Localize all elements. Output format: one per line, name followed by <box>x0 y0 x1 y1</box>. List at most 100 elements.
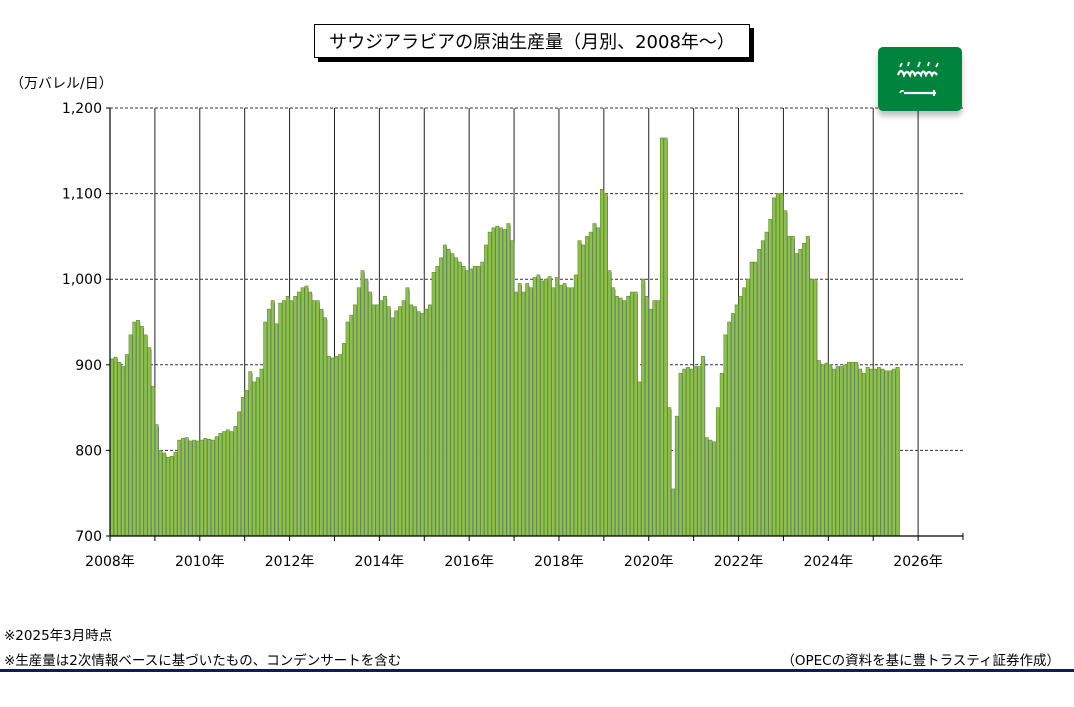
bar <box>192 439 197 537</box>
bar <box>323 317 328 537</box>
bar <box>854 361 859 537</box>
bar <box>787 236 791 537</box>
bar <box>828 364 833 537</box>
bar <box>555 277 559 537</box>
bar <box>300 287 305 537</box>
bar <box>663 137 668 537</box>
bar <box>813 278 818 537</box>
bar <box>633 291 638 537</box>
x-tick-label: 2014年 <box>355 554 405 570</box>
bar <box>353 304 357 537</box>
bar <box>861 373 866 537</box>
bar <box>162 452 167 537</box>
bar <box>495 225 500 537</box>
bar <box>607 270 612 537</box>
bar <box>738 296 743 537</box>
bar <box>745 278 750 537</box>
bar <box>409 304 414 537</box>
bar <box>525 283 530 537</box>
bar <box>124 354 129 537</box>
bar <box>177 439 182 537</box>
bar <box>697 366 702 537</box>
bar <box>757 248 762 537</box>
bar <box>749 261 754 537</box>
bar <box>514 291 518 537</box>
bar <box>237 411 241 537</box>
bar <box>293 296 298 537</box>
bar <box>109 358 114 537</box>
footnote-timestamp: ※2025年3月時点 <box>4 628 113 644</box>
bar <box>390 317 395 537</box>
bar <box>341 343 346 537</box>
bar <box>461 266 466 537</box>
bar <box>117 361 122 537</box>
bar <box>611 287 616 537</box>
bar <box>686 367 690 537</box>
bar <box>506 223 511 537</box>
bar <box>371 304 376 537</box>
bar <box>476 266 481 537</box>
bar <box>858 368 863 537</box>
bar <box>435 266 440 537</box>
x-tick-label: 2022年 <box>714 554 764 570</box>
bar <box>689 368 694 537</box>
bar <box>809 278 814 537</box>
bar <box>240 397 245 537</box>
bar <box>768 218 773 537</box>
bar <box>615 296 619 537</box>
bar <box>267 308 271 537</box>
bottom-divider <box>0 669 1074 672</box>
bar <box>465 270 470 537</box>
bar <box>536 274 541 537</box>
bar <box>181 438 185 537</box>
bar <box>727 321 732 537</box>
bar <box>730 313 735 537</box>
bar <box>723 334 728 537</box>
bar <box>603 193 608 537</box>
bar <box>540 280 545 537</box>
bar <box>263 321 268 537</box>
bar <box>570 287 574 537</box>
bar <box>255 377 260 537</box>
bar <box>270 300 275 537</box>
bar <box>798 248 803 537</box>
bar <box>308 291 313 537</box>
bar <box>891 368 896 537</box>
bar <box>128 334 133 537</box>
bar <box>558 284 563 537</box>
bar <box>398 306 402 537</box>
bar <box>641 278 646 537</box>
bar <box>424 308 429 537</box>
bar <box>708 439 713 537</box>
bar <box>581 244 586 537</box>
bar <box>147 347 152 537</box>
y-tick-label: 700 <box>75 529 102 545</box>
bar <box>562 283 567 537</box>
bar <box>154 424 159 537</box>
bar <box>427 304 432 537</box>
bar <box>166 456 170 537</box>
bar <box>753 261 758 537</box>
bar <box>386 306 391 537</box>
saudi-flag-icon <box>878 47 962 111</box>
bar <box>528 287 533 537</box>
bar <box>304 285 309 537</box>
bar <box>622 300 627 537</box>
bar <box>349 314 354 537</box>
source-credit: （OPECの資料を基に豊トラスティ証券作成） <box>781 653 1060 669</box>
bar <box>895 367 900 537</box>
bar <box>712 441 717 537</box>
bar <box>218 432 223 537</box>
bar <box>532 277 537 537</box>
bar <box>839 366 844 537</box>
bar <box>282 300 286 537</box>
bar <box>169 456 174 537</box>
bar <box>682 368 687 537</box>
bar <box>869 368 874 537</box>
bar <box>229 431 234 537</box>
bar <box>188 440 193 537</box>
bar <box>760 240 765 537</box>
bar <box>596 227 601 537</box>
bar <box>790 236 795 537</box>
bar <box>772 197 776 537</box>
